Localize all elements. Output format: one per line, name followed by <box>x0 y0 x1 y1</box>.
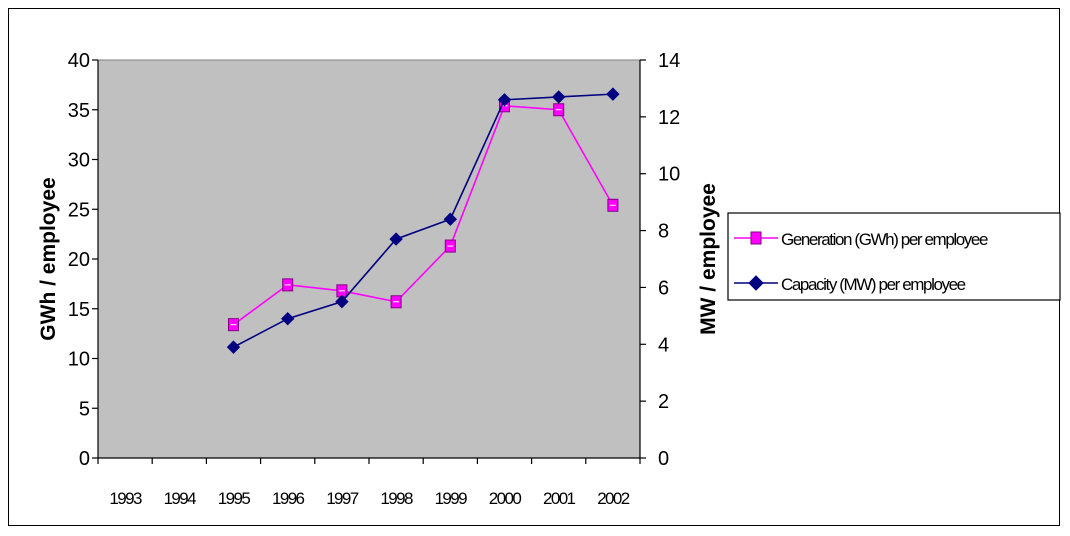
data-point-diamond <box>280 311 295 326</box>
legend-marker-generation <box>750 231 762 245</box>
series-line <box>233 104 614 326</box>
data-point-diamond <box>389 232 403 246</box>
legend-item-generation: Generation (GWh) per employee <box>734 230 989 249</box>
x-axis: 1993 1994 1995 1996 1997 1998 1999 2000 2001 2002 <box>97 457 641 508</box>
legend-box <box>727 212 1061 301</box>
plot-area <box>97 59 641 459</box>
right-tick-label: 14 <box>658 50 680 72</box>
right-tick-label: 2 <box>658 391 669 413</box>
left-tick-label: 5 <box>79 398 90 420</box>
left-tick-label: 30 <box>68 150 90 172</box>
left-y-axis: 0 5 10 15 20 25 30 35 40 <box>68 50 99 470</box>
legend-item-capacity: Capacity (MW) per employee <box>734 275 967 294</box>
series-capacity <box>226 87 620 354</box>
left-tick-label: 25 <box>68 199 90 221</box>
x-tick-label: 1997 <box>326 489 359 508</box>
left-axis-title: GWh / employee <box>37 177 60 340</box>
left-tick-label: 15 <box>68 299 90 321</box>
x-tick-label: 1996 <box>272 489 305 508</box>
x-tick-label: 1998 <box>380 489 413 508</box>
series-line <box>233 93 613 348</box>
legend-marker-capacity <box>748 275 764 291</box>
data-point-diamond <box>606 87 620 101</box>
left-tick-label: 10 <box>68 349 90 371</box>
right-y-axis: 0 2 4 6 8 10 12 14 <box>639 50 680 470</box>
legend: Generation (GWh) per employee Capacity (… <box>727 212 1061 301</box>
x-tick-label: 2000 <box>489 489 522 508</box>
legend-label-capacity: Capacity (MW) per employee <box>781 275 966 294</box>
x-tick-label: 1995 <box>218 489 251 508</box>
left-tick-label: 40 <box>68 50 90 72</box>
x-tick-label: 2001 <box>543 489 576 508</box>
x-tick-label: 1994 <box>164 489 197 508</box>
right-tick-label: 8 <box>658 221 669 243</box>
data-point-diamond <box>226 340 241 354</box>
series-layer <box>226 87 620 354</box>
right-tick-label: 12 <box>658 107 680 129</box>
right-tick-label: 6 <box>658 277 669 299</box>
series-generation <box>228 99 619 332</box>
right-tick-label: 4 <box>658 334 669 356</box>
legend-label-generation: Generation (GWh) per employee <box>781 230 988 249</box>
right-tick-label: 10 <box>658 164 680 186</box>
x-tick-label: 2002 <box>597 489 630 508</box>
left-tick-label: 0 <box>79 448 90 470</box>
left-tick-label: 35 <box>68 100 90 122</box>
x-tick-label: 1999 <box>435 489 468 508</box>
data-point-diamond <box>551 90 566 104</box>
x-tick-label: 1993 <box>109 489 142 508</box>
right-tick-label: 0 <box>658 448 669 470</box>
data-point-diamond <box>335 294 349 309</box>
data-point-diamond <box>497 93 512 107</box>
right-axis-title: MW / employee <box>697 183 720 335</box>
left-tick-label: 20 <box>68 249 90 271</box>
data-point-diamond <box>443 212 458 226</box>
